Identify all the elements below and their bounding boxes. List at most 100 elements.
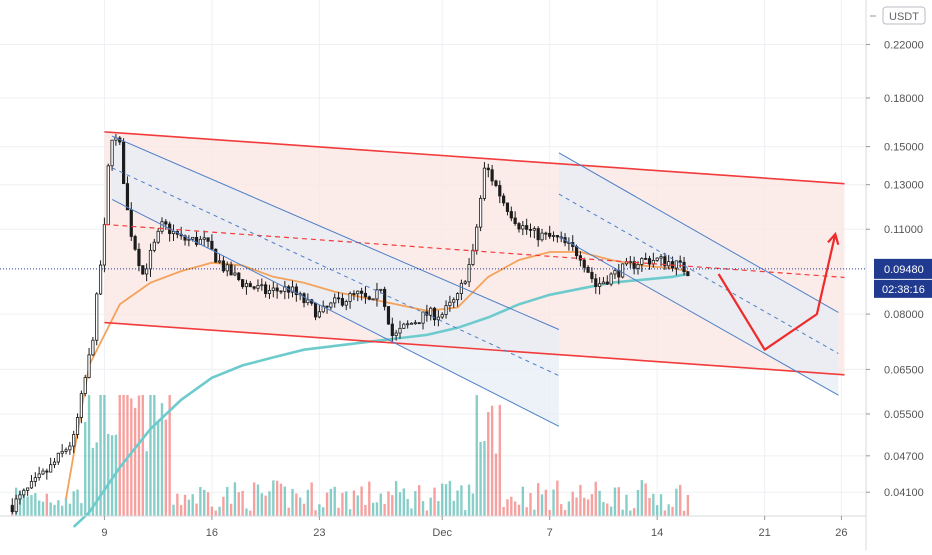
- volume-bar: [226, 486, 229, 516]
- price-axis[interactable]: USDT 0.22000 0.18000 0.15000 0.13000 0.11000 0…: [865, 0, 932, 550]
- volume-bar: [375, 502, 379, 516]
- candle-body: [390, 323, 394, 336]
- volume-bar: [272, 480, 275, 516]
- volume-bar: [310, 482, 313, 516]
- volume-bar: [575, 497, 578, 516]
- candle-body: [667, 261, 671, 267]
- volume-bar: [256, 484, 260, 516]
- volume-bar: [602, 502, 605, 516]
- volume-bar: [398, 492, 402, 516]
- volume-bar: [53, 504, 56, 516]
- candle-body: [164, 221, 168, 225]
- red-channel-upper-line[interactable]: [104, 131, 845, 185]
- volume-bar: [659, 494, 663, 516]
- volume-bar: [671, 506, 674, 516]
- volume-bar: [371, 502, 375, 516]
- projection-arrow-head[interactable]: [827, 231, 840, 246]
- candle-body: [256, 285, 260, 289]
- x-tick-label: 21: [759, 527, 771, 539]
- candle-body: [574, 246, 579, 257]
- volume-bar: [567, 501, 571, 516]
- candle-body: [206, 237, 210, 242]
- volume-bar: [22, 489, 25, 516]
- red-channel-lower-line[interactable]: [104, 321, 845, 376]
- volume-bar: [471, 493, 475, 516]
- candle-body: [383, 288, 387, 307]
- candle-body: [271, 287, 275, 291]
- candle-body: [183, 235, 187, 241]
- volume-bar: [625, 494, 628, 516]
- volume-bar: [329, 488, 333, 516]
- volume-bar: [49, 502, 52, 516]
- candle-body: [386, 306, 391, 325]
- candle-body: [252, 286, 256, 289]
- countdown-label: 02:38:16: [882, 284, 925, 296]
- volume-bar: [37, 500, 41, 516]
- volume-bar: [502, 506, 505, 516]
- volume-bar: [333, 486, 336, 516]
- candle-body: [360, 290, 364, 294]
- volume-bar: [636, 490, 640, 516]
- candle-body: [302, 293, 306, 304]
- volume-bar: [325, 492, 329, 516]
- candle-body: [275, 287, 279, 292]
- candle-body: [141, 265, 145, 275]
- volume-bar: [348, 509, 352, 516]
- candle-body: [87, 354, 91, 378]
- volume-bar: [632, 508, 636, 516]
- volume-bar: [279, 483, 283, 516]
- candle-body: [498, 185, 502, 197]
- candle-body: [102, 224, 107, 266]
- volume-bar: [191, 494, 194, 516]
- volume-bar: [275, 480, 279, 516]
- y-tick-label: 0.15000: [884, 142, 924, 154]
- volume-bar: [379, 493, 382, 516]
- volume-bar: [203, 489, 206, 516]
- candle-body: [371, 298, 375, 301]
- y-tick-label: 0.18000: [884, 93, 924, 105]
- candle-body: [106, 165, 110, 226]
- candle-body: [528, 228, 533, 231]
- candle-body: [632, 261, 636, 269]
- candle-body: [621, 263, 625, 278]
- candle-body: [444, 305, 448, 315]
- y-tick-label: 0.11000: [884, 224, 923, 236]
- blue-channel-1-upper-line[interactable]: [111, 135, 560, 330]
- volume-bar: [414, 491, 417, 516]
- candle-body: [655, 257, 659, 261]
- candle-body: [279, 290, 283, 293]
- candle-body: [152, 241, 156, 251]
- candle-body: [290, 286, 295, 293]
- time-axis[interactable]: 9 16 23 Dec 7 14 21 26: [0, 515, 866, 539]
- volume-bar: [613, 487, 617, 516]
- currency-badge: [882, 6, 926, 25]
- blue-channel-1-mid-line[interactable]: [111, 167, 560, 377]
- candle-body: [171, 231, 176, 234]
- volume-bar: [682, 510, 686, 516]
- volume-bar: [126, 395, 129, 516]
- red-channel-mid-line[interactable]: [104, 223, 845, 279]
- candle-body: [609, 273, 613, 285]
- candle-body: [513, 217, 517, 224]
- blue-channel-2-lower-line[interactable]: [558, 236, 839, 396]
- volume-bar: [598, 490, 601, 516]
- candle-body: [294, 286, 298, 296]
- blue-channel-2-upper-line[interactable]: [558, 152, 839, 313]
- volume-bar: [41, 501, 45, 516]
- candle-body: [363, 292, 368, 298]
- candle-body: [475, 226, 479, 251]
- volume-bar: [156, 420, 160, 516]
- blue-channel-1-lower-line[interactable]: [111, 199, 560, 427]
- volume-bar: [583, 497, 586, 516]
- candle-body: [225, 264, 229, 272]
- y-tick-label: 0.13000: [884, 180, 924, 192]
- projection-path[interactable]: [717, 233, 837, 351]
- x-tick-label: Dec: [432, 527, 452, 539]
- volume-bar: [417, 485, 421, 516]
- blue-channel-2-mid-line[interactable]: [558, 193, 839, 354]
- volume-bar: [483, 441, 486, 516]
- trend-drawings[interactable]: [104, 131, 845, 427]
- candle-body: [644, 258, 648, 260]
